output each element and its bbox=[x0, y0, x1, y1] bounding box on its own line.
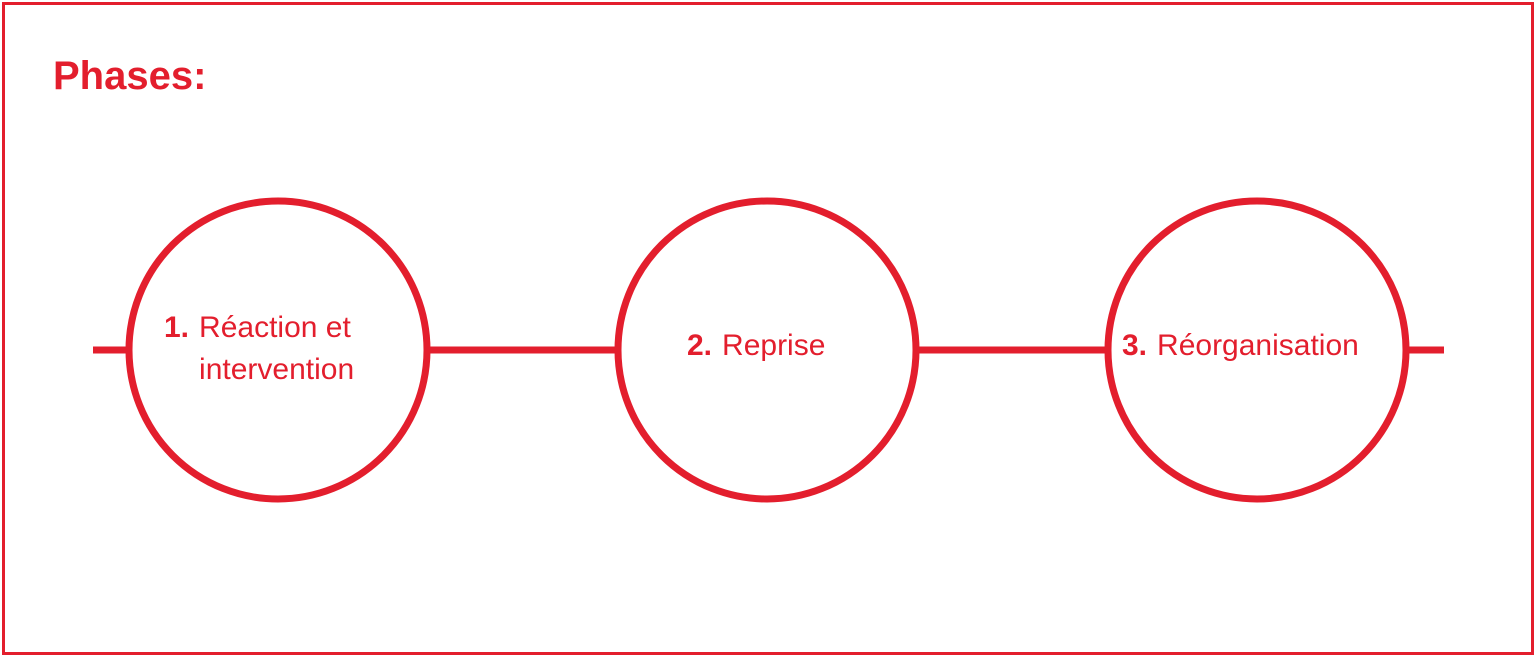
phase-2-number: 2. bbox=[687, 329, 713, 362]
diagram-title: Phases: bbox=[53, 54, 207, 98]
phase-2-circle bbox=[614, 197, 920, 503]
phase-3-number: 3. bbox=[1122, 329, 1148, 362]
phase-3-label: 3. Réorganisation bbox=[1122, 325, 1359, 367]
phase-2-text: Reprise bbox=[722, 329, 826, 362]
phase-1-label: 1. Réaction et intervention bbox=[164, 307, 354, 391]
phase-2-label: 2. Reprise bbox=[687, 325, 825, 367]
phase-1-number: 1. bbox=[164, 311, 190, 344]
phase-1-text: Réaction et intervention bbox=[199, 311, 355, 386]
phase-3-text: Réorganisation bbox=[1157, 329, 1359, 362]
phase-3-circle bbox=[1104, 197, 1410, 503]
phase-1-circle bbox=[125, 197, 431, 503]
